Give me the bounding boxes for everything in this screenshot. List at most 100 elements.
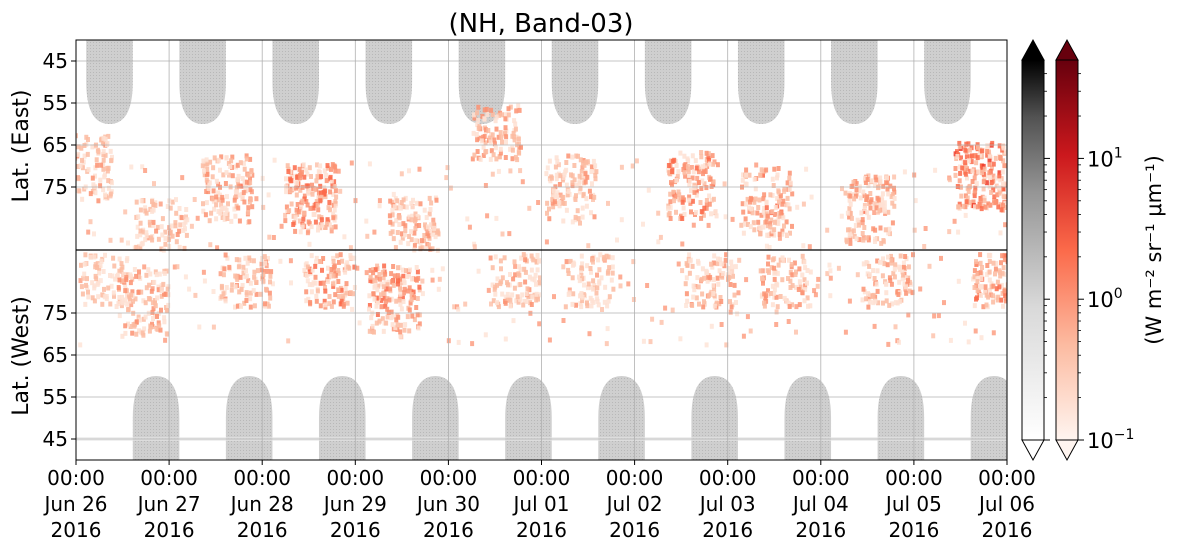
- radiance-cell: [1001, 203, 1005, 209]
- radiance-cell: [88, 219, 93, 225]
- radiance-cell: [485, 112, 490, 117]
- y-tick-label: 55: [43, 91, 68, 115]
- radiance-cell: [93, 190, 98, 196]
- radiance-cell: [576, 216, 581, 222]
- radiance-cell: [862, 208, 867, 214]
- radiance-cell: [956, 204, 961, 210]
- radiance-cell: [513, 272, 518, 278]
- radiance-cell: [189, 223, 194, 229]
- x-tick-label: Jul 05: [884, 492, 942, 516]
- radiance-cell: [886, 341, 891, 347]
- radiance-cell: [238, 274, 243, 280]
- radiance-cell: [845, 210, 850, 216]
- radiance-cell: [982, 175, 987, 181]
- radiance-cell: [580, 214, 585, 220]
- radiance-cell: [684, 291, 689, 297]
- radiance-cell: [564, 259, 569, 265]
- radiance-cell: [163, 229, 168, 235]
- radiance-cell: [828, 275, 833, 281]
- radiance-cell: [382, 263, 387, 269]
- radiance-cell: [513, 121, 518, 127]
- radiance-cell: [511, 276, 516, 282]
- radiance-cell: [1012, 279, 1016, 284]
- radiance-cell: [668, 216, 673, 221]
- radiance-cell: [787, 304, 792, 309]
- radiance-cell: [182, 245, 187, 251]
- radiance-cell: [758, 231, 763, 237]
- x-tick-label: Jul 06: [977, 492, 1035, 516]
- radiance-cell: [407, 307, 412, 313]
- radiance-cell: [560, 200, 565, 206]
- radiance-cell: [390, 279, 395, 285]
- radiance-cell: [381, 284, 386, 290]
- radiance-cell: [476, 125, 481, 131]
- radiance-cell: [327, 200, 332, 205]
- radiance-cell: [768, 224, 773, 230]
- radiance-cell: [782, 223, 786, 229]
- radiance-cell: [324, 178, 329, 184]
- radiance-cell: [379, 297, 384, 303]
- radiance-cell: [585, 174, 590, 180]
- radiance-cell: [701, 212, 706, 218]
- radiance-cell: [979, 293, 983, 298]
- radiance-cell: [585, 159, 590, 165]
- radiance-cell: [201, 208, 206, 214]
- x-tick-label: 00:00: [326, 466, 384, 490]
- radiance-cell: [872, 276, 877, 281]
- radiance-cell: [790, 191, 795, 197]
- radiance-cell: [781, 258, 786, 264]
- radiance-cell: [230, 173, 235, 179]
- radiance-cell: [247, 257, 252, 263]
- radiance-cell: [997, 143, 1002, 149]
- radiance-cell: [508, 272, 512, 277]
- radiance-cell: [902, 169, 907, 175]
- radiance-cell: [800, 290, 805, 296]
- radiance-cell: [220, 194, 225, 200]
- radiance-cell: [668, 205, 673, 211]
- radiance-cell: [265, 268, 270, 274]
- radiance-cell: [577, 274, 581, 280]
- radiance-cell: [1010, 262, 1014, 267]
- radiance-cell: [702, 181, 707, 187]
- radiance-cell: [743, 216, 748, 222]
- radiance-cell: [687, 252, 692, 258]
- radiance-cell: [592, 194, 597, 200]
- radiance-cell: [545, 165, 550, 171]
- radiance-cell: [579, 304, 584, 310]
- radiance-cell: [285, 163, 290, 169]
- radiance-cell: [853, 193, 858, 199]
- radiance-cell: [369, 315, 374, 321]
- radiance-cell: [318, 259, 322, 264]
- radiance-cell: [312, 211, 317, 217]
- radiance-cell: [589, 303, 594, 309]
- radiance-cell: [390, 212, 395, 218]
- radiance-cell: [102, 294, 107, 300]
- radiance-cell: [242, 199, 247, 205]
- radiance-cell: [710, 264, 715, 270]
- radiance-cell: [203, 212, 208, 218]
- radiance-cell: [603, 284, 608, 290]
- radiance-cell: [922, 244, 927, 249]
- radiance-cell: [634, 158, 639, 164]
- radiance-cell: [545, 200, 550, 206]
- radiance-cell: [390, 221, 395, 227]
- radiance-cell: [413, 226, 418, 232]
- daylight-region-east: [86, 40, 133, 124]
- radiance-cell: [987, 157, 992, 163]
- radiance-cell: [582, 282, 586, 288]
- radiance-cell: [825, 271, 830, 277]
- radiance-cell: [98, 177, 103, 183]
- radiance-cell: [429, 222, 434, 228]
- radiance-cell: [897, 339, 901, 345]
- radiance-cell: [984, 302, 989, 308]
- radiance-cell: [513, 263, 518, 269]
- radiance-cell: [514, 134, 519, 140]
- radiance-cell: [609, 277, 614, 283]
- x-tick-label: 2016: [330, 518, 381, 542]
- radiance-cell: [491, 298, 496, 304]
- radiance-cell: [694, 192, 699, 198]
- radiance-cell: [770, 257, 775, 263]
- radiance-cell: [322, 191, 327, 197]
- radiance-cell: [848, 201, 853, 207]
- radiance-cell: [978, 252, 983, 258]
